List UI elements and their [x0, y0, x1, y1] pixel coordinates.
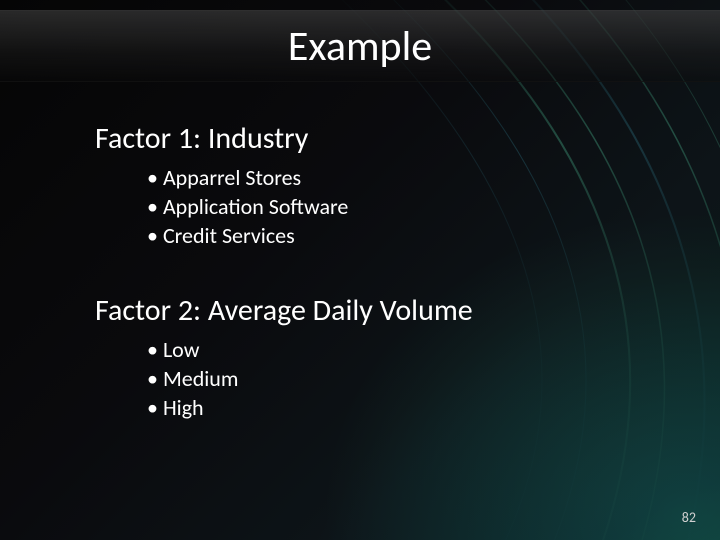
slide-content: Factor 1: Industry Apparrel Stores Appli… [95, 120, 660, 464]
page-number: 82 [682, 509, 696, 526]
bullet-item: Credit Services [147, 221, 660, 250]
factor-2-heading: Factor 2: Average Daily Volume [95, 292, 660, 329]
title-bar: Example [0, 10, 720, 82]
bullet-item: Application Software [147, 192, 660, 221]
bullet-item: Apparrel Stores [147, 163, 660, 192]
bullet-item: High [147, 393, 660, 422]
bullet-item: Medium [147, 364, 660, 393]
slide-title: Example [288, 21, 432, 72]
factor-2-bullets: Low Medium High [147, 335, 660, 422]
bullet-item: Low [147, 335, 660, 364]
factor-1-heading: Factor 1: Industry [95, 120, 660, 157]
factor-1-bullets: Apparrel Stores Application Software Cre… [147, 163, 660, 250]
